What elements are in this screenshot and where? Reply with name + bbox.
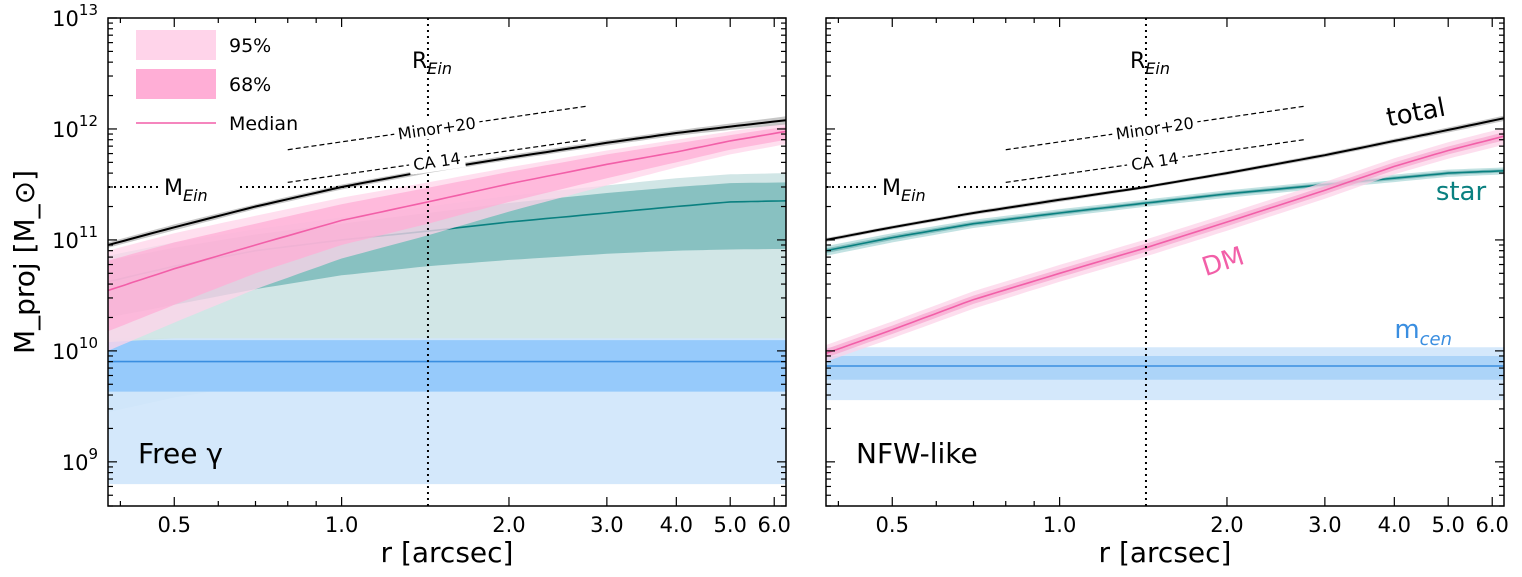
annotation-bg-0 [392, 111, 481, 145]
y-tick-label: 1012 [52, 112, 98, 142]
panel-label: NFW-like [856, 437, 978, 470]
DM-band-68 [826, 132, 1504, 358]
annotation-bg-0 [1110, 111, 1199, 145]
x-tick-label: 4.0 [1378, 513, 1411, 537]
m-ein-label: MEin [164, 176, 208, 205]
annotation-bg-1 [407, 147, 466, 175]
m-ein-label: MEin [882, 176, 926, 205]
x-tick-label: 6.0 [1476, 513, 1509, 537]
m-ein-label-bg [878, 170, 958, 201]
star-band-95 [826, 167, 1504, 256]
legend-label-0: 95% [229, 35, 271, 57]
legend-swatch-1 [136, 69, 216, 99]
x-tick-label: 3.0 [590, 513, 623, 537]
annotation-label-1: CA 14 [412, 149, 462, 175]
plot-area [108, 116, 786, 485]
y-axis-label: M_proj [M_⊙] [8, 170, 41, 354]
DM-median-line [826, 135, 1504, 355]
plot-area [826, 115, 1504, 401]
x-tick-label: 0.5 [158, 513, 191, 537]
x-tick-label: 5.0 [1431, 513, 1464, 537]
curve-label-m: mcen [1394, 315, 1452, 350]
series-m-cen [826, 347, 1504, 401]
y-tick-label: 1013 [52, 1, 98, 31]
axes-frame [107, 17, 787, 507]
axes-frame [825, 17, 1505, 507]
x-tick-label: 4.0 [660, 513, 693, 537]
annotation-line-1 [1005, 139, 1304, 183]
x-tick-label: 6.0 [758, 513, 791, 537]
legend-label-2: Median [229, 113, 298, 135]
series-total [108, 116, 786, 248]
curve-label-star: star [1436, 177, 1487, 207]
series-m-cen [108, 338, 786, 485]
DM-band-68 [108, 126, 786, 332]
annotation-line-0 [1005, 105, 1304, 151]
x-tick-label: 1.0 [1043, 513, 1076, 537]
m-ein-label-bg [160, 170, 240, 201]
x-tick-label: 0.5 [876, 513, 909, 537]
y-tick-label: 1011 [52, 223, 98, 253]
m_cen-band-68 [826, 356, 1504, 380]
y-tick-label: 109 [62, 445, 98, 475]
curve-label-dm: DM [1198, 241, 1248, 283]
x-tick-label: 2.0 [492, 513, 525, 537]
annotation-line-1 [287, 139, 586, 183]
star-median-line [826, 170, 1504, 252]
x-axis-label: r [arcsec] [1099, 536, 1232, 569]
DM-band-95 [108, 123, 786, 351]
legend-label-1: 68% [229, 74, 271, 96]
r-ein-label: REin [1130, 49, 1170, 78]
annotation-line-0 [287, 105, 586, 151]
series-total [826, 115, 1504, 242]
series-DM [108, 123, 786, 351]
y-tick-label: 1010 [52, 334, 98, 364]
annotation-bg-1 [1125, 147, 1184, 175]
panel-label: Free γ [138, 437, 223, 470]
star-band-68 [108, 182, 786, 318]
annotation-label-0: Minor+20 [397, 113, 477, 143]
legend-swatch-0 [136, 30, 216, 60]
total-band-68 [108, 116, 786, 248]
x-axis-label: r [arcsec] [381, 536, 514, 569]
r-ein-label: REin [412, 49, 452, 78]
total-median-line [108, 119, 786, 246]
total-median-line [826, 117, 1504, 241]
x-tick-label: 3.0 [1308, 513, 1341, 537]
panel-free-gamma: REin MEin Minor+20 CA 14 0.5 1.0 2.0 3.0 4.0 5.0 6… [8, 1, 791, 569]
series-DM [826, 128, 1504, 362]
annotation-label-1: CA 14 [1130, 149, 1180, 175]
DM-median-line [108, 130, 786, 292]
m_cen-band-68 [108, 340, 786, 392]
x-tick-label: 2.0 [1210, 513, 1243, 537]
x-tick-label: 5.0 [713, 513, 746, 537]
series-star [826, 167, 1504, 256]
curve-label-total: total [1384, 93, 1448, 134]
x-tick-label: 1.0 [325, 513, 358, 537]
panel-nfw-like: REin MEin Minor+20 CA 14 0.5 1.0 2.0 3.0 4.0 5.0 6… [825, 17, 1509, 569]
legend: 95% 68% Median [136, 30, 298, 135]
annotation-label-0: Minor+20 [1115, 113, 1195, 143]
